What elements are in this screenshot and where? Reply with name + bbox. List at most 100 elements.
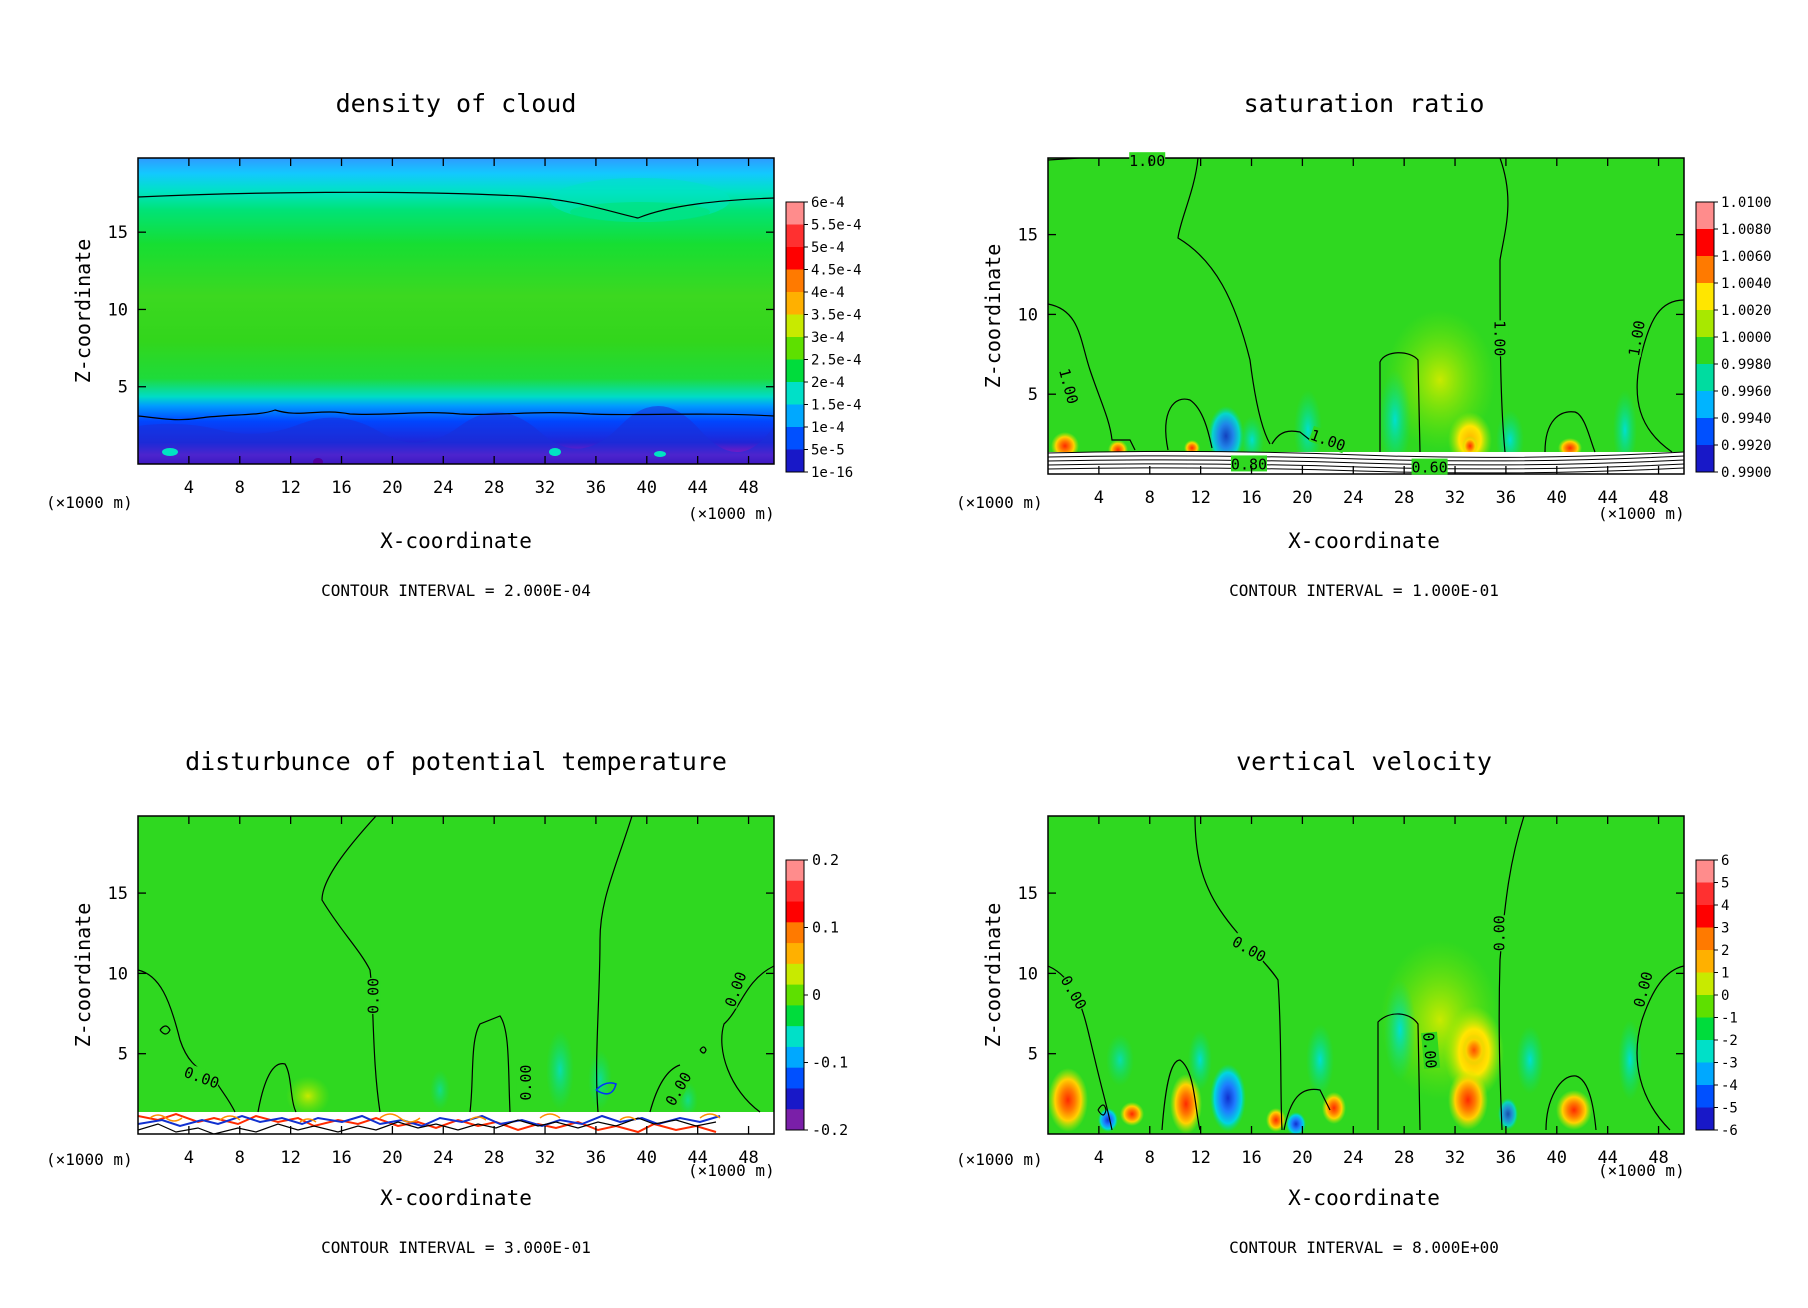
colorbar-label: 1e-16 (811, 465, 853, 481)
colorbar-swatch (786, 984, 804, 1006)
colorbar-label: 3 (1721, 921, 1729, 937)
x-tick-label: 12 (280, 478, 300, 498)
colorbar-label: 1.0040 (1721, 276, 1772, 292)
colorbar-swatch (1696, 860, 1714, 883)
y-tick-label: 5 (118, 378, 128, 398)
y-tick-label: 10 (108, 964, 128, 984)
x-ticks-c: 4 8 12 16 20 24 28 32 36 40 44 48 (184, 816, 759, 1168)
colorbar-swatch (1696, 202, 1714, 230)
colorbar-swatch (786, 247, 804, 270)
x-tick-label: 40 (1547, 488, 1567, 508)
colorbar-swatch (1696, 310, 1714, 338)
x-tick-label: 24 (433, 478, 453, 498)
field-d (1048, 816, 1684, 1134)
colorbar-label: 2e-4 (811, 375, 845, 391)
y-ticks-a: 5 10 15 (108, 223, 774, 398)
colorbar-label: -0.1 (812, 1054, 848, 1072)
colorbar-swatch (1696, 364, 1714, 392)
y-tick-label: 15 (108, 223, 128, 243)
x-tick-label: 48 (738, 1148, 758, 1168)
colorbar-swatch (786, 1005, 804, 1027)
contour-label-text: 0.00 (517, 1065, 535, 1101)
colorbar-swatch (786, 943, 804, 965)
y-tick-label: 5 (118, 1045, 128, 1065)
y-ticks-c: 5 10 15 (108, 884, 774, 1065)
colorbar-label: 6e-4 (811, 195, 845, 211)
contour-labels-b: 1.001.001.00 1.001.000.80 0.60 (1055, 152, 1649, 477)
colorbar-swatch (1696, 391, 1714, 419)
colorbar-label: 1e-4 (811, 420, 845, 436)
panel-density-of-cloud: density of cloud 4 8 12 16 20 24 28 32 36 40 44 48 … (46, 89, 862, 600)
title-b: saturation ratio (1244, 89, 1485, 118)
colorbar-frame (1695, 859, 1715, 1131)
x-tick-label: 48 (1648, 1148, 1668, 1168)
contour-label-bg (1058, 972, 1091, 1012)
colorbar-label: 2 (1721, 943, 1729, 959)
colorbar-label: -5 (1721, 1101, 1738, 1117)
colorbar-label: 1 (1721, 966, 1729, 982)
contour-label: 0.00 (1490, 915, 1509, 951)
colorbar-swatch (786, 427, 804, 450)
contour-label-text: 0.00 (1419, 1032, 1440, 1070)
contour-label-bg (1230, 455, 1267, 472)
x-tick-label: 48 (738, 478, 758, 498)
x-tick-label: 40 (637, 478, 657, 498)
contour-labels-d: 0.00 0.000.000.000.00 (1057, 915, 1657, 1069)
contour-label-bg (1308, 425, 1348, 454)
colorbar-frame (785, 859, 805, 1131)
contour-label-bg (516, 1064, 533, 1101)
y-tick-label: 5 (1028, 385, 1038, 405)
y-tick-label: 10 (108, 300, 128, 320)
x-tick-label: 16 (331, 478, 351, 498)
x-tick-label: 20 (382, 478, 402, 498)
colorbar-swatch (1696, 1017, 1714, 1041)
y-label-a: Z-coordinate (71, 239, 95, 384)
colorbar-label: 3e-4 (811, 330, 845, 346)
colorbar-label: 5e-5 (811, 443, 845, 459)
x-label-c: X-coordinate (380, 1186, 532, 1210)
y-ticks-b: 5 10 15 (1018, 226, 1684, 405)
x-ticks-a: 4 8 12 16 20 24 28 32 36 40 44 48 (184, 158, 759, 498)
colorbar-swatch (786, 963, 804, 986)
contour-label: 1.00 (1129, 152, 1165, 170)
y-tick-label: 5 (1028, 1045, 1038, 1065)
x-unit-right-b: (×1000 m) (1598, 504, 1685, 523)
contour-label-bg (1629, 969, 1655, 1009)
y-tick-label: 15 (1018, 226, 1038, 246)
colorbar-label: 1.0080 (1721, 222, 1772, 238)
x-unit-left-b: (×1000 m) (956, 493, 1043, 512)
contour-label-text: 0.60 (1412, 459, 1448, 477)
colorbar-label: -2 (1721, 1033, 1738, 1049)
colorbar-label: -4 (1721, 1078, 1738, 1094)
contour-label-bg (364, 977, 381, 1014)
colorbar-swatch (786, 449, 804, 473)
contour-label: 0.80 (1231, 455, 1267, 473)
colorbar-swatch (786, 860, 804, 882)
colorbar-label: 3.5e-4 (811, 308, 862, 324)
x-tick-label: 4 (1094, 1148, 1104, 1168)
y-tick-label: 15 (1018, 884, 1038, 904)
x-tick-label: 28 (1394, 488, 1414, 508)
colorbar-swatch (786, 922, 804, 944)
x-tick-label: 44 (687, 478, 707, 498)
colorbar-label: 0 (812, 986, 821, 1004)
colorbar-swatch (1696, 1040, 1714, 1063)
field-a (138, 158, 774, 464)
y-ticks-d: 5 10 15 (1018, 884, 1684, 1065)
x-tick-label: 28 (484, 478, 504, 498)
x-tick-label: 12 (1190, 488, 1210, 508)
contour-label-bg (1421, 1031, 1441, 1070)
contour-label-text: 0.80 (1231, 455, 1267, 473)
x-tick-label: 36 (1496, 1148, 1516, 1168)
contour-label-bg (182, 1063, 222, 1091)
colorbar-label: 1.0100 (1721, 195, 1772, 211)
x-tick-label: 36 (1496, 488, 1516, 508)
contour-label-bg (1492, 320, 1509, 357)
y-tick-label: 10 (1018, 964, 1038, 984)
colorbar-label: 1.5e-4 (811, 398, 862, 414)
x-unit-right-a: (×1000 m) (688, 504, 775, 523)
x-tick-label: 24 (1343, 1148, 1363, 1168)
x-label-d: X-coordinate (1288, 1186, 1440, 1210)
colorbar-swatch (786, 224, 804, 248)
x-unit-left-d: (×1000 m) (956, 1150, 1043, 1169)
